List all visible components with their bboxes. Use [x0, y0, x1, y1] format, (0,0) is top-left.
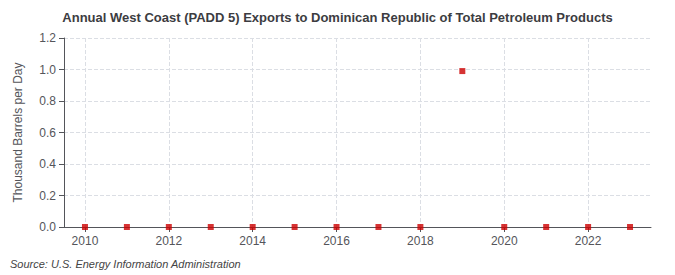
svg-text:0.0: 0.0 [39, 220, 56, 234]
svg-text:2022: 2022 [575, 234, 602, 248]
svg-text:Source: U.S. Energy Informatio: Source: U.S. Energy Information Administ… [10, 258, 241, 270]
svg-text:Annual West Coast (PADD 5) Exp: Annual West Coast (PADD 5) Exports to Do… [62, 10, 612, 25]
svg-text:0.2: 0.2 [39, 189, 56, 203]
svg-text:2012: 2012 [155, 234, 182, 248]
svg-text:1.0: 1.0 [39, 63, 56, 77]
svg-text:2014: 2014 [239, 234, 266, 248]
svg-text:2016: 2016 [323, 234, 350, 248]
svg-text:0.8: 0.8 [39, 94, 56, 108]
svg-text:2018: 2018 [407, 234, 434, 248]
svg-text:2020: 2020 [491, 234, 518, 248]
svg-text:1.2: 1.2 [39, 31, 56, 45]
svg-text:Thousand Barrels per Day: Thousand Barrels per Day [11, 62, 25, 202]
svg-text:0.4: 0.4 [39, 157, 56, 171]
svg-text:2010: 2010 [72, 234, 99, 248]
svg-text:0.6: 0.6 [39, 126, 56, 140]
